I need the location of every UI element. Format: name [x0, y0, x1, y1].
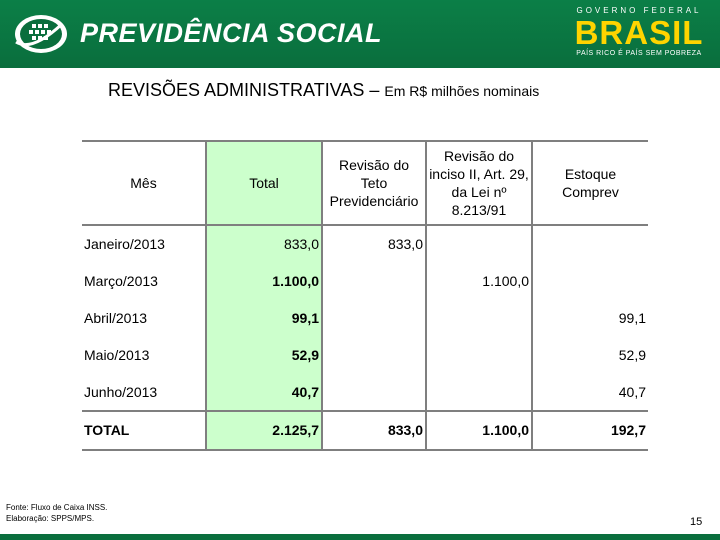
- table-total-row: TOTAL 2.125,7 833,0 1.100,0 192,7: [82, 409, 648, 451]
- cell-revisao-teto: [322, 373, 427, 411]
- cell-total: 40,7: [206, 373, 323, 411]
- cell-total-sum: 2.125,7: [206, 409, 323, 451]
- previdencia-logo-icon: [15, 15, 67, 53]
- cell-estoque-comprev: 99,1: [618, 309, 646, 326]
- gov-brasil-wordmark: BRASIL: [566, 16, 712, 49]
- page-title: REVISÕES ADMINISTRATIVAS – Em R$ milhões…: [108, 80, 539, 101]
- cell-estoque-comprev: 40,7: [618, 383, 646, 400]
- table-row: Junho/2013 40,7 40,7: [82, 373, 648, 411]
- title-main: REVISÕES ADMINISTRATIVAS –: [108, 80, 385, 100]
- bottom-bar: [0, 534, 720, 540]
- cell-mes: Abril/2013: [82, 299, 207, 337]
- header-estoque-comprev: Estoque Comprev: [532, 141, 648, 226]
- revisoes-table: Mês Total Revisão do Teto Previdenciário…: [82, 140, 648, 451]
- cell-mes: Junho/2013: [82, 373, 207, 411]
- header-total: Total: [206, 141, 323, 226]
- brand-title: PREVIDÊNCIA SOCIAL: [80, 18, 383, 48]
- gov-top-label: GOVERNO FEDERAL: [576, 6, 702, 15]
- cell-total: 52,9: [206, 336, 323, 374]
- title-sub: Em R$ milhões nominais: [384, 83, 540, 99]
- cell-revisao-teto: [322, 299, 427, 337]
- cell-total: 99,1: [206, 299, 323, 337]
- cell-estoque-comprev: [532, 263, 648, 300]
- cell-mes: Março/2013: [82, 262, 207, 300]
- cell-total: 833,0: [206, 225, 323, 263]
- cell-total: 1.100,0: [206, 262, 323, 300]
- cell-estoque-comprev: 52,9: [618, 346, 646, 363]
- cell-revisao-inciso: [426, 299, 533, 337]
- cell-revisao-teto: 833,0: [322, 225, 427, 263]
- table-row: Abril/2013 99,1 99,1: [82, 299, 648, 337]
- footnote-source: Fonte: Fluxo de Caixa INSS.: [6, 503, 108, 512]
- cell-revisao-teto: [322, 262, 427, 300]
- cell-mes: Maio/2013: [82, 336, 207, 374]
- cell-total-revisao-inciso: 1.100,0: [426, 409, 533, 451]
- cell-mes: Janeiro/2013: [82, 225, 207, 263]
- header-mes: Mês: [82, 141, 207, 226]
- governo-federal-logo: GOVERNO FEDERAL BRASIL PAÍS RICO É PAÍS …: [566, 6, 712, 62]
- table-header-row: Mês Total Revisão do Teto Previdenciário…: [82, 141, 648, 226]
- cell-total-estoque-comprev: 192,7: [532, 409, 648, 451]
- cell-estoque-comprev: [532, 225, 648, 263]
- page-number: 15: [690, 516, 703, 528]
- cell-revisao-inciso: 1.100,0: [426, 262, 533, 300]
- header-bar: PREVIDÊNCIA SOCIAL GOVERNO FEDERAL BRASI…: [0, 0, 720, 68]
- header-revisao-inciso: Revisão do inciso II, Art. 29, da Lei nº…: [426, 141, 533, 226]
- cell-revisao-inciso: [426, 225, 533, 263]
- cell-revisao-inciso: [426, 373, 533, 411]
- header-revisao-teto: Revisão do Teto Previdenciário: [322, 141, 427, 226]
- table-row: Maio/2013 52,9 52,9: [82, 336, 648, 374]
- cell-total-label: TOTAL: [82, 409, 207, 451]
- footnote-elaboration: Elaboração: SPPS/MPS.: [6, 514, 95, 523]
- cell-revisao-teto: [322, 336, 427, 374]
- gov-brasil-text: BRASIL: [574, 14, 704, 51]
- footnote: Fonte: Fluxo de Caixa INSS. Elaboração: …: [6, 502, 107, 524]
- cell-total-revisao-teto: 833,0: [322, 409, 427, 451]
- gov-slogan: PAÍS RICO É PAÍS SEM POBREZA: [576, 50, 702, 57]
- cell-revisao-inciso: [426, 336, 533, 374]
- table-row: Março/2013 1.100,0 1.100,0: [82, 262, 648, 300]
- table-row: Janeiro/2013 833,0 833,0: [82, 225, 648, 263]
